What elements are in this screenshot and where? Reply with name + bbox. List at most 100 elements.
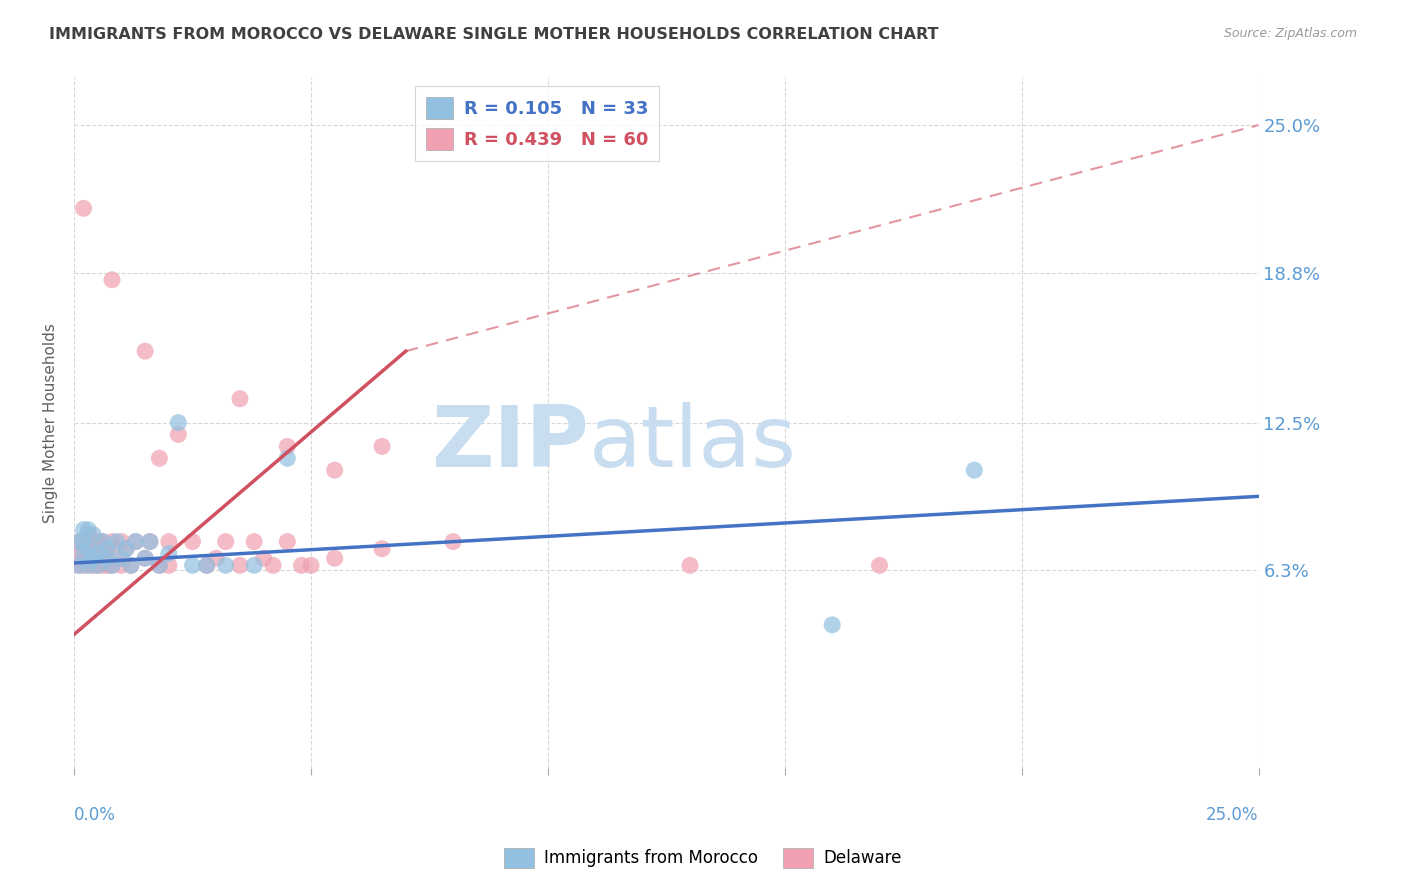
Point xyxy=(87,558,110,573)
Point xyxy=(371,439,394,453)
Point xyxy=(82,551,104,566)
Point xyxy=(276,534,298,549)
Point xyxy=(87,546,110,560)
Point xyxy=(72,202,94,216)
Point xyxy=(67,558,90,573)
Point xyxy=(72,534,94,549)
Point xyxy=(441,534,464,549)
Point xyxy=(87,558,110,573)
Point xyxy=(276,439,298,453)
Point xyxy=(371,541,394,556)
Point xyxy=(215,534,238,549)
Point xyxy=(134,344,156,359)
Point xyxy=(77,541,100,556)
Point xyxy=(290,558,312,573)
Point xyxy=(67,534,90,549)
Point xyxy=(299,558,322,573)
Point xyxy=(82,534,104,549)
Point xyxy=(195,558,218,573)
Point xyxy=(82,527,104,541)
Point xyxy=(105,534,128,549)
Point xyxy=(77,527,100,541)
Point xyxy=(323,463,346,477)
Point xyxy=(82,546,104,560)
Point xyxy=(120,558,142,573)
Point xyxy=(148,558,170,573)
Point xyxy=(77,558,100,573)
Point xyxy=(101,558,124,573)
Point xyxy=(252,551,274,566)
Point xyxy=(963,463,986,477)
Point xyxy=(125,534,148,549)
Point xyxy=(181,534,204,549)
Point xyxy=(215,558,238,573)
Point xyxy=(115,541,138,556)
Point xyxy=(96,541,118,556)
Text: ZIP: ZIP xyxy=(432,401,589,484)
Point xyxy=(87,551,110,566)
Point xyxy=(243,534,266,549)
Point xyxy=(148,558,170,573)
Point xyxy=(821,618,844,632)
Point xyxy=(96,541,118,556)
Point xyxy=(195,558,218,573)
Point xyxy=(91,546,114,560)
Point xyxy=(72,546,94,560)
Legend: Immigrants from Morocco, Delaware: Immigrants from Morocco, Delaware xyxy=(498,841,908,875)
Point xyxy=(72,558,94,573)
Point xyxy=(91,558,114,573)
Point xyxy=(77,541,100,556)
Point xyxy=(110,558,132,573)
Point xyxy=(167,416,190,430)
Point xyxy=(276,451,298,466)
Point xyxy=(229,392,252,406)
Point xyxy=(101,534,124,549)
Point xyxy=(157,546,180,560)
Point xyxy=(77,523,100,537)
Point xyxy=(679,558,702,573)
Point xyxy=(72,534,94,549)
Point xyxy=(139,534,162,549)
Point xyxy=(67,558,90,573)
Point xyxy=(243,558,266,573)
Point xyxy=(67,546,90,560)
Point xyxy=(105,551,128,566)
Point xyxy=(134,551,156,566)
Point xyxy=(96,558,118,573)
Point xyxy=(72,551,94,566)
Point xyxy=(91,534,114,549)
Point xyxy=(229,558,252,573)
Point xyxy=(205,551,228,566)
Point xyxy=(101,273,124,287)
Text: Source: ZipAtlas.com: Source: ZipAtlas.com xyxy=(1223,27,1357,40)
Point xyxy=(323,551,346,566)
Point xyxy=(101,558,124,573)
Point xyxy=(67,534,90,549)
Point xyxy=(87,534,110,549)
Point xyxy=(110,534,132,549)
Point xyxy=(869,558,891,573)
Point xyxy=(96,551,118,566)
Point xyxy=(181,558,204,573)
Point xyxy=(134,551,156,566)
Point xyxy=(125,534,148,549)
Point xyxy=(72,523,94,537)
Text: atlas: atlas xyxy=(589,401,797,484)
Text: IMMIGRANTS FROM MOROCCO VS DELAWARE SINGLE MOTHER HOUSEHOLDS CORRELATION CHART: IMMIGRANTS FROM MOROCCO VS DELAWARE SING… xyxy=(49,27,939,42)
Point xyxy=(157,534,180,549)
Point xyxy=(167,427,190,442)
Legend: R = 0.105   N = 33, R = 0.439   N = 60: R = 0.105 N = 33, R = 0.439 N = 60 xyxy=(415,87,659,161)
Point xyxy=(120,558,142,573)
Text: 25.0%: 25.0% xyxy=(1206,805,1258,823)
Point xyxy=(115,541,138,556)
Point xyxy=(72,541,94,556)
Point xyxy=(110,551,132,566)
Point xyxy=(262,558,284,573)
Text: 0.0%: 0.0% xyxy=(75,805,115,823)
Point xyxy=(139,534,162,549)
Point xyxy=(77,558,100,573)
Point xyxy=(77,551,100,566)
Point xyxy=(148,451,170,466)
Point xyxy=(82,558,104,573)
Y-axis label: Single Mother Households: Single Mother Households xyxy=(44,323,58,523)
